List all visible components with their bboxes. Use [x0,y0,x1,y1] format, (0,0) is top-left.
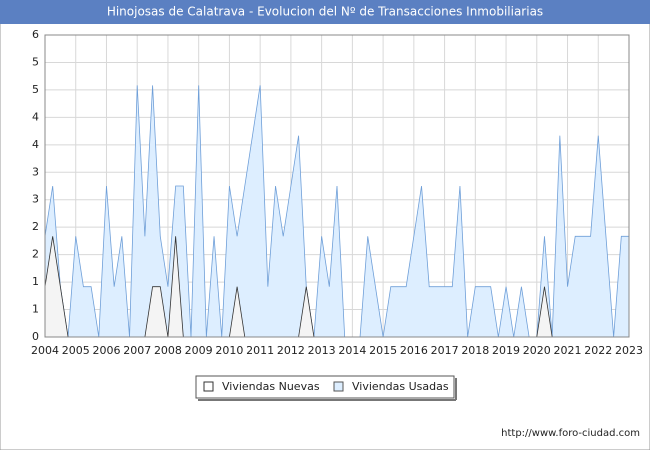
x-tick-label: 2007 [123,344,151,357]
x-tick-label: 2023 [615,344,643,357]
x-tick-label: 2006 [92,344,120,357]
legend-box [195,375,455,399]
x-tick-label: 2015 [369,344,397,357]
y-tick-label: 1 [32,303,39,316]
y-tick-label: 4 [32,138,39,151]
x-tick-label: 2010 [215,344,243,357]
legend-swatch [203,381,214,392]
x-tick-label: 2017 [431,344,459,357]
x-tick-label: 2019 [492,344,520,357]
x-tick-label: 2013 [308,344,336,357]
area [45,85,629,337]
x-tick-label: 2005 [62,344,90,357]
x-tick-label: 2004 [31,344,59,357]
x-tick-label: 2016 [400,344,428,357]
x-tick-label: 2009 [185,344,213,357]
x-tick-label: 2011 [246,344,274,357]
y-tick-label: 4 [32,110,39,123]
x-tick-label: 2012 [277,344,305,357]
y-tick-label: 6 [32,28,39,41]
y-tick-label: 5 [32,83,39,96]
x-tick-label: 2008 [154,344,182,357]
x-tick-label: 2018 [461,344,489,357]
chart-title: Hinojosas de Calatrava - Evolucion del N… [107,5,543,19]
x-tick-label: 2021 [554,344,582,357]
legend-swatch [333,381,344,392]
y-tick-label: 3 [32,193,39,206]
y-tick-label: 1 [32,275,39,288]
y-tick-label: 5 [32,55,39,68]
x-tick-label: 2020 [523,344,551,357]
plot-border [44,34,630,338]
legend-label: Viviendas Usadas [352,380,449,393]
y-tick-label: 3 [32,165,39,178]
x-tick-label: 2022 [584,344,612,357]
footer: http://www.foro-ciudad.com [501,428,640,439]
x-tick-label: 2014 [338,344,366,357]
y-tick-label: 0 [32,330,39,343]
y-tick-label: 2 [32,220,39,233]
y-tick-label: 2 [32,248,39,261]
title-bar [0,0,650,24]
legend-label: Viviendas Nuevas [222,380,320,393]
